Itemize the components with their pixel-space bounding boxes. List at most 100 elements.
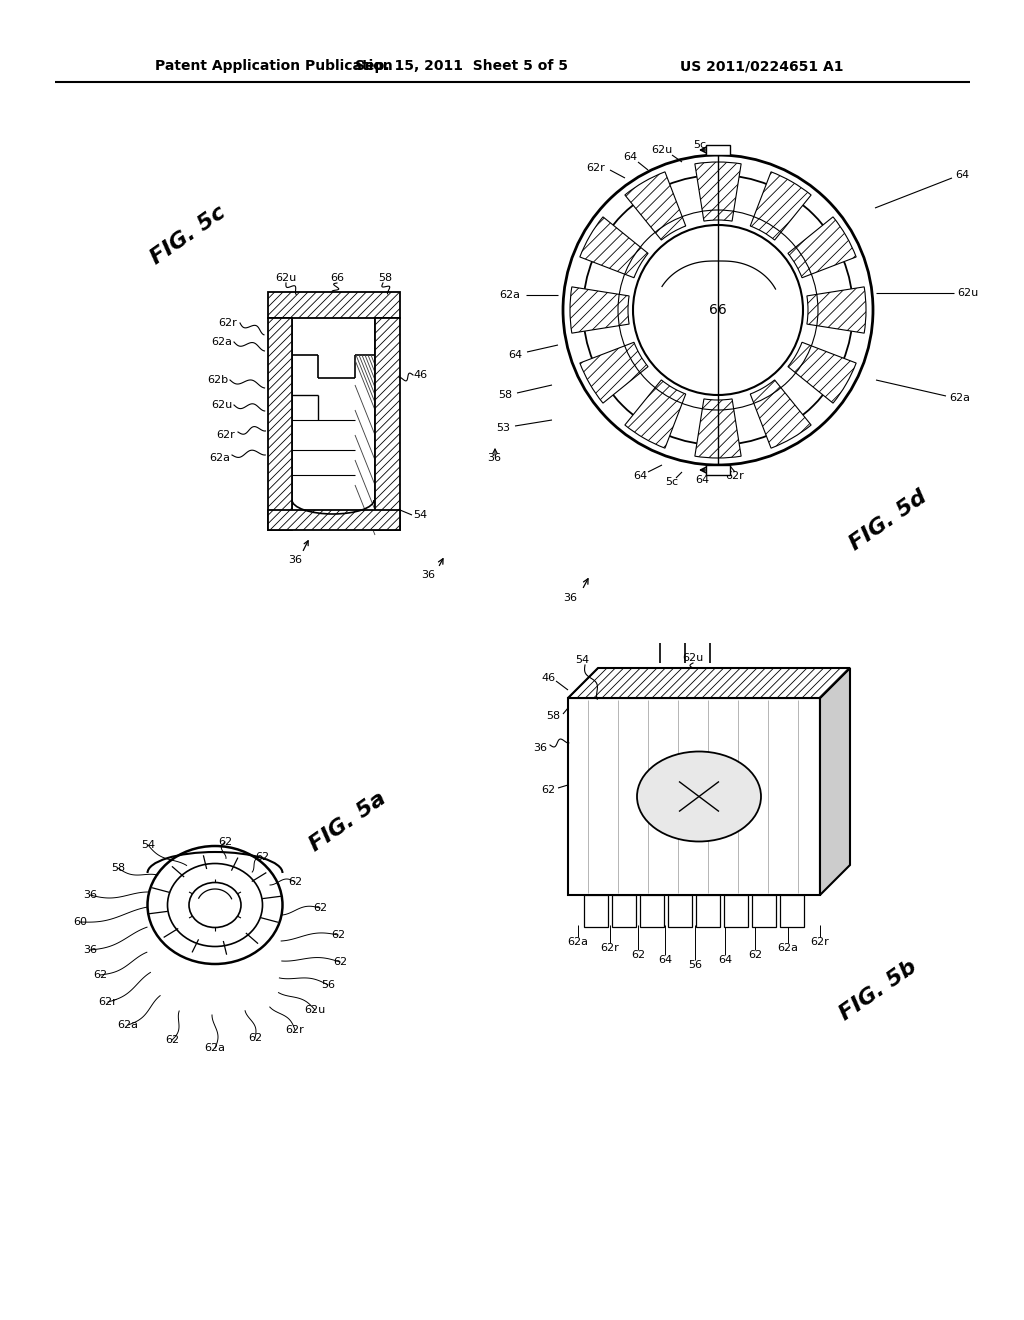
Text: 64: 64: [623, 152, 637, 162]
Text: 62: 62: [255, 851, 269, 862]
Text: 36: 36: [563, 593, 577, 603]
Wedge shape: [695, 399, 741, 458]
Text: 54: 54: [141, 840, 155, 850]
Text: 66: 66: [330, 273, 344, 282]
Text: 62r: 62r: [217, 430, 236, 440]
Polygon shape: [568, 668, 850, 698]
Ellipse shape: [189, 883, 241, 928]
Polygon shape: [780, 895, 804, 927]
Wedge shape: [580, 216, 648, 277]
Text: 64: 64: [695, 475, 709, 484]
Wedge shape: [751, 172, 811, 240]
Text: 62: 62: [333, 957, 347, 968]
Text: 36: 36: [83, 890, 97, 900]
Text: 58: 58: [111, 863, 125, 873]
Wedge shape: [580, 342, 648, 403]
Text: 62u: 62u: [211, 400, 232, 411]
Text: 36: 36: [421, 570, 435, 579]
Text: 54: 54: [574, 655, 589, 665]
Text: 64: 64: [508, 350, 522, 360]
Circle shape: [563, 154, 873, 465]
Text: 62r: 62r: [811, 937, 829, 946]
Text: FIG. 5d: FIG. 5d: [846, 486, 931, 554]
Text: 36: 36: [487, 453, 501, 463]
Text: 62a: 62a: [212, 337, 232, 347]
Wedge shape: [625, 172, 686, 240]
Polygon shape: [584, 895, 608, 927]
Text: 66: 66: [710, 304, 727, 317]
Text: 36: 36: [288, 554, 302, 565]
Text: 60: 60: [73, 917, 87, 927]
Polygon shape: [612, 895, 636, 927]
Text: 58: 58: [498, 389, 512, 400]
Text: 62: 62: [218, 837, 232, 847]
Text: 62r: 62r: [219, 318, 238, 327]
Wedge shape: [787, 216, 856, 277]
Ellipse shape: [637, 751, 761, 842]
Text: 62r: 62r: [286, 1026, 304, 1035]
Wedge shape: [787, 342, 856, 403]
Text: 62: 62: [631, 950, 645, 960]
Text: 62: 62: [541, 785, 555, 795]
Polygon shape: [568, 698, 820, 895]
Polygon shape: [724, 895, 748, 927]
Text: 62u: 62u: [957, 288, 979, 298]
Text: 64: 64: [658, 954, 672, 965]
Text: US 2011/0224651 A1: US 2011/0224651 A1: [680, 59, 844, 73]
Text: 58: 58: [546, 711, 560, 721]
Polygon shape: [752, 895, 776, 927]
Text: 56: 56: [321, 979, 335, 990]
Text: 5c: 5c: [693, 140, 707, 150]
Text: 64: 64: [955, 170, 969, 180]
Text: 62r: 62r: [601, 942, 620, 953]
Text: 5c: 5c: [666, 477, 679, 487]
Polygon shape: [706, 145, 730, 154]
Polygon shape: [268, 510, 400, 531]
Text: 62: 62: [288, 876, 302, 887]
Text: 62a: 62a: [118, 1020, 138, 1030]
Text: 62a: 62a: [205, 1043, 225, 1053]
Text: 62a: 62a: [210, 453, 230, 463]
Polygon shape: [268, 318, 292, 531]
Text: Sep. 15, 2011  Sheet 5 of 5: Sep. 15, 2011 Sheet 5 of 5: [355, 59, 568, 73]
Polygon shape: [668, 895, 692, 927]
Wedge shape: [570, 286, 629, 333]
Wedge shape: [695, 162, 741, 222]
Text: 62: 62: [93, 970, 108, 979]
Text: 62u: 62u: [651, 145, 673, 154]
Text: 62a: 62a: [777, 942, 799, 953]
Wedge shape: [625, 380, 686, 449]
Wedge shape: [807, 286, 866, 333]
Text: 36: 36: [83, 945, 97, 954]
Text: 46: 46: [541, 673, 555, 682]
Text: 62u: 62u: [682, 653, 703, 663]
Text: 62a: 62a: [567, 937, 589, 946]
Text: 62u: 62u: [304, 1005, 326, 1015]
Polygon shape: [820, 668, 850, 895]
Polygon shape: [375, 318, 400, 531]
Text: 62: 62: [248, 1034, 262, 1043]
Text: 64: 64: [633, 471, 647, 480]
Text: FIG. 5c: FIG. 5c: [146, 202, 229, 268]
Text: 62r: 62r: [726, 471, 744, 480]
Polygon shape: [706, 465, 730, 475]
Text: 62r: 62r: [587, 162, 605, 173]
Text: FIG. 5a: FIG. 5a: [306, 788, 390, 855]
Wedge shape: [751, 380, 811, 449]
Polygon shape: [268, 292, 400, 318]
Text: 62: 62: [331, 931, 345, 940]
Text: Patent Application Publication: Patent Application Publication: [155, 59, 393, 73]
Text: 36: 36: [534, 743, 547, 752]
Text: 58: 58: [378, 273, 392, 282]
Polygon shape: [640, 895, 664, 927]
Text: 62: 62: [165, 1035, 179, 1045]
Text: 62b: 62b: [208, 375, 228, 385]
Text: 62: 62: [748, 950, 762, 960]
Text: 56: 56: [688, 960, 702, 970]
Text: 62a: 62a: [500, 290, 520, 300]
Text: 53: 53: [496, 422, 510, 433]
Polygon shape: [696, 895, 720, 927]
Text: 62r: 62r: [98, 997, 118, 1007]
Text: FIG. 5b: FIG. 5b: [836, 956, 921, 1024]
Text: 54: 54: [413, 510, 427, 520]
